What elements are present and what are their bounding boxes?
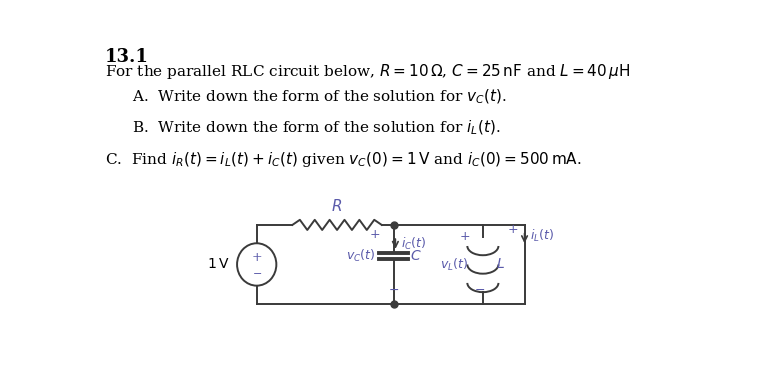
- Text: 13.1: 13.1: [105, 48, 149, 66]
- Text: C.  Find $i_R(t) = i_L(t) + i_C(t)$ given $v_C(0) = 1\,\mathrm{V}$ and $i_C(0) =: C. Find $i_R(t) = i_L(t) + i_C(t)$ given…: [105, 150, 581, 169]
- Text: $R$: $R$: [332, 198, 343, 214]
- Text: $v_C(t)$: $v_C(t)$: [346, 248, 376, 264]
- Text: For the parallel RLC circuit below, $R = 10\,\Omega$, $C = 25\,\mathrm{nF}$ and : For the parallel RLC circuit below, $R =…: [105, 62, 631, 81]
- Text: $i_L(t)$: $i_L(t)$: [531, 228, 554, 244]
- Text: B.  Write down the form of the solution for $i_L(t)$.: B. Write down the form of the solution f…: [132, 119, 500, 137]
- Text: $C$: $C$: [410, 249, 422, 263]
- Text: $1\,\mathrm{V}$: $1\,\mathrm{V}$: [207, 258, 230, 272]
- Text: $+$: $+$: [458, 230, 470, 243]
- Text: $+$: $+$: [369, 228, 380, 241]
- Text: $-$: $-$: [388, 283, 399, 295]
- Text: $+$: $+$: [508, 223, 518, 236]
- Text: $-$: $-$: [252, 266, 262, 276]
- Text: A.  Write down the form of the solution for $v_C(t)$.: A. Write down the form of the solution f…: [132, 88, 506, 106]
- Text: $i_C(t)$: $i_C(t)$: [402, 236, 427, 252]
- Text: $-$: $-$: [475, 283, 485, 296]
- Text: $L$: $L$: [496, 258, 505, 272]
- Text: +: +: [251, 251, 262, 264]
- Text: $v_L(t)$: $v_L(t)$: [440, 257, 468, 273]
